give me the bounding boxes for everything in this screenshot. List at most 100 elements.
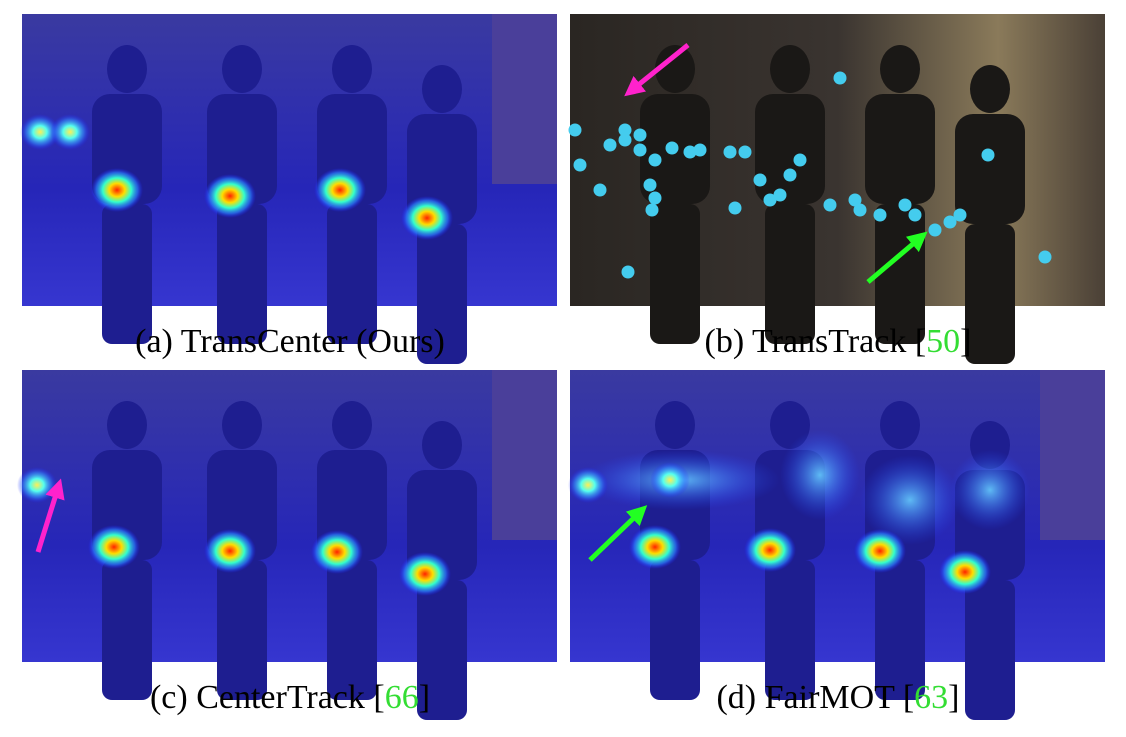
person-head (332, 401, 372, 449)
point (738, 145, 752, 159)
point (763, 193, 777, 207)
heat-peak (314, 168, 366, 212)
point (618, 133, 632, 147)
heat-peak (88, 525, 140, 569)
person-legs (327, 560, 377, 700)
point (728, 201, 742, 215)
point (593, 183, 607, 197)
point (908, 208, 922, 222)
person-legs (327, 204, 377, 344)
person-legs (650, 204, 700, 344)
arrow (624, 43, 690, 97)
point (873, 208, 887, 222)
point (643, 178, 657, 192)
heat-peak (401, 196, 453, 240)
point (953, 208, 967, 222)
person-head (655, 45, 695, 93)
point (648, 191, 662, 205)
heat-diffuse (780, 430, 860, 520)
caption: (b) TransTrack [50] (705, 323, 972, 360)
point (833, 71, 847, 85)
arrow (35, 478, 65, 553)
point (621, 265, 635, 279)
point (665, 141, 679, 155)
person-legs (650, 560, 700, 700)
heat-peak (204, 174, 256, 218)
heat-peak (744, 528, 796, 572)
point (793, 153, 807, 167)
person-body (755, 94, 825, 204)
heat-weak (17, 467, 57, 503)
point (848, 193, 862, 207)
heat-peak (939, 550, 991, 594)
heat-peak (399, 552, 451, 596)
point (1038, 250, 1052, 264)
heat-diffuse (950, 450, 1030, 530)
person-head (107, 401, 147, 449)
person-legs (102, 560, 152, 700)
point (823, 198, 837, 212)
point (723, 145, 737, 159)
building (1040, 370, 1105, 540)
person-legs (965, 580, 1015, 720)
point (928, 223, 942, 237)
images (17, 14, 1105, 720)
person-head (880, 401, 920, 449)
point (943, 215, 957, 229)
person-head (107, 45, 147, 93)
point (683, 145, 697, 159)
point (568, 123, 582, 137)
person-head (222, 45, 262, 93)
building (492, 14, 557, 184)
heat-peak (629, 525, 681, 569)
heat-peak (854, 529, 906, 573)
person-head (422, 421, 462, 469)
point (773, 188, 787, 202)
heat-weak (20, 114, 60, 150)
point (633, 143, 647, 157)
point (633, 128, 647, 142)
person-head (655, 401, 695, 449)
person-head (332, 45, 372, 93)
point (603, 138, 617, 152)
caption: (a) TransCenter (Ours) (135, 323, 445, 360)
person-head (222, 401, 262, 449)
arrow (866, 231, 928, 284)
person-legs (417, 224, 467, 364)
building (492, 370, 557, 540)
point (753, 173, 767, 187)
person-legs (765, 560, 815, 700)
point (853, 203, 867, 217)
point (645, 203, 659, 217)
heat-peak (91, 168, 143, 212)
arrow (588, 505, 648, 562)
person-head (770, 45, 810, 93)
point (648, 153, 662, 167)
point (573, 158, 587, 172)
person-legs (765, 204, 815, 344)
person-head (422, 65, 462, 113)
heat-weak (50, 114, 90, 150)
heat-peak (311, 530, 363, 574)
heat-diffuse (860, 455, 960, 545)
person-legs (217, 560, 267, 700)
heat-peak (204, 529, 256, 573)
point (783, 168, 797, 182)
heat-weak (650, 462, 690, 498)
person-legs (217, 204, 267, 344)
person-legs (417, 580, 467, 720)
heat-weak (568, 467, 608, 503)
person-head (970, 65, 1010, 113)
person-body (955, 114, 1025, 224)
person-body (865, 94, 935, 204)
caption: (c) CenterTrack [66] (150, 679, 430, 716)
person-legs (102, 204, 152, 344)
person-head (880, 45, 920, 93)
person-legs (875, 560, 925, 700)
point (898, 198, 912, 212)
point (981, 148, 995, 162)
person-legs (965, 224, 1015, 364)
point (693, 143, 707, 157)
caption: (d) FairMOT [63] (716, 679, 959, 716)
